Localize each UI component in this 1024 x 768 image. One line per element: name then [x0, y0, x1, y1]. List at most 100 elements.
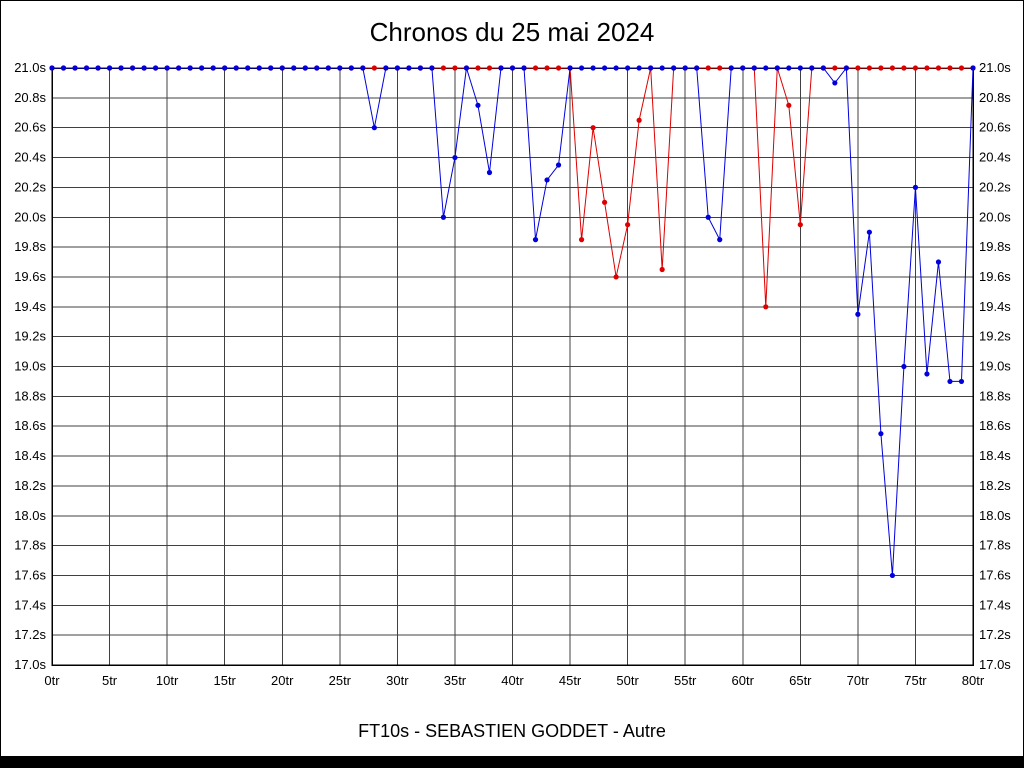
- x-tick-label: 65tr: [789, 673, 812, 688]
- red-series-point: [935, 65, 942, 71]
- blue-series-point: [245, 65, 251, 71]
- blue-series-point: [360, 65, 366, 71]
- y-tick-label-left: 18.6s: [14, 418, 46, 433]
- blue-series-point: [820, 65, 826, 71]
- red-series-point: [440, 65, 447, 71]
- red-series-point: [855, 65, 861, 71]
- x-tick-label: 55tr: [674, 673, 697, 688]
- red-series-point: [832, 65, 838, 71]
- blue-series-point: [740, 65, 746, 71]
- blue-series-point: [72, 65, 78, 71]
- y-tick-label-left: 19.6s: [14, 269, 46, 284]
- blue-series-point: [417, 65, 423, 71]
- blue-series-point: [49, 65, 55, 71]
- red-series-point: [901, 65, 907, 71]
- blue-series-point: [532, 237, 539, 243]
- y-tick-label-left: 20.8s: [14, 90, 46, 105]
- blue-series-point: [682, 65, 688, 71]
- y-tick-label-right: 19.4s: [979, 299, 1011, 314]
- red-series-point: [717, 65, 723, 71]
- blue-series-point: [705, 214, 711, 220]
- red-series-point: [786, 102, 792, 108]
- blue-series-point: [763, 65, 769, 71]
- blue-series-point: [475, 102, 481, 108]
- blue-series-point: [659, 65, 665, 71]
- blue-series-point: [498, 65, 504, 71]
- blue-series-point: [199, 65, 205, 71]
- red-series-point: [659, 266, 665, 273]
- blue-series-point: [832, 80, 838, 86]
- y-tick-label-right: 19.0s: [979, 359, 1011, 374]
- blue-series-point: [786, 65, 792, 71]
- x-tick-label: 15tr: [213, 673, 236, 688]
- blue-series-point: [141, 65, 147, 71]
- blue-series-point: [302, 65, 308, 71]
- y-tick-label-left: 20.2s: [14, 179, 46, 194]
- red-series-point: [544, 65, 550, 71]
- blue-series-point: [153, 65, 159, 71]
- y-tick-label-left: 17.4s: [14, 597, 46, 612]
- blue-series-point: [947, 378, 953, 385]
- blue-series-point: [924, 371, 930, 377]
- blue-series-point: [751, 65, 757, 71]
- blue-series-point: [210, 65, 216, 71]
- blue-series-point: [452, 154, 458, 161]
- y-tick-label-left: 19.4s: [14, 299, 46, 314]
- x-tick-label: 5tr: [102, 673, 118, 688]
- blue-series-point: [901, 363, 907, 370]
- blue-series-point: [578, 65, 585, 71]
- y-tick-label-right: 20.4s: [979, 150, 1011, 165]
- x-tick-label: 35tr: [444, 673, 467, 688]
- blue-series-point: [958, 378, 965, 385]
- blue-series-point: [463, 65, 470, 71]
- blue-series-point: [774, 65, 780, 71]
- red-series-point: [958, 65, 965, 71]
- x-tick-label: 45tr: [559, 673, 582, 688]
- blue-series-point: [797, 65, 803, 71]
- y-tick-label-right: 19.8s: [979, 239, 1011, 254]
- y-tick-label-left: 17.0s: [14, 657, 46, 672]
- blue-series-point: [613, 65, 619, 71]
- blue-series-point: [912, 184, 919, 190]
- red-series-point: [866, 65, 872, 71]
- blue-series-point: [590, 65, 596, 71]
- x-tick-label: 10tr: [156, 673, 179, 688]
- bottom-bar: [1, 756, 1023, 767]
- x-tick-label: 75tr: [904, 673, 927, 688]
- red-series-point: [947, 65, 953, 71]
- red-series-point: [613, 274, 619, 280]
- y-tick-label-right: 20.6s: [979, 120, 1011, 135]
- y-tick-label-right: 17.4s: [979, 597, 1011, 612]
- y-tick-label-left: 17.8s: [14, 538, 46, 553]
- blue-series-point: [855, 311, 861, 317]
- blue-series-point: [694, 65, 700, 71]
- red-series-point: [889, 65, 896, 71]
- red-series-point: [924, 65, 930, 71]
- x-tick-label: 20tr: [271, 673, 294, 688]
- y-tick-label-left: 19.2s: [14, 329, 46, 344]
- blue-series-point: [544, 177, 550, 183]
- blue-series-point: [394, 65, 400, 71]
- y-tick-label-right: 21.0s: [979, 60, 1011, 75]
- blue-series-point: [602, 65, 608, 71]
- blue-series-point: [440, 214, 447, 220]
- blue-series-point: [889, 572, 896, 579]
- y-tick-label-left: 20.0s: [14, 209, 46, 224]
- blue-series-point: [83, 65, 90, 71]
- blue-series-point: [636, 65, 642, 71]
- y-tick-label-right: 20.0s: [979, 209, 1011, 224]
- blue-series-point: [222, 65, 228, 71]
- y-tick-label-left: 18.4s: [14, 448, 46, 463]
- blue-series-point: [625, 65, 631, 71]
- red-series-point: [371, 65, 377, 71]
- y-tick-label-right: 18.6s: [979, 418, 1011, 433]
- blue-series-point: [970, 65, 976, 71]
- chart-caption: FT10s - SEBASTIEN GODDET - Autre: [358, 721, 666, 741]
- x-tick-label: 30tr: [386, 673, 409, 688]
- blue-series-point: [256, 65, 262, 71]
- y-tick-label-left: 17.2s: [14, 627, 46, 642]
- y-tick-label-right: 20.8s: [979, 90, 1011, 105]
- blue-series-point: [878, 431, 884, 437]
